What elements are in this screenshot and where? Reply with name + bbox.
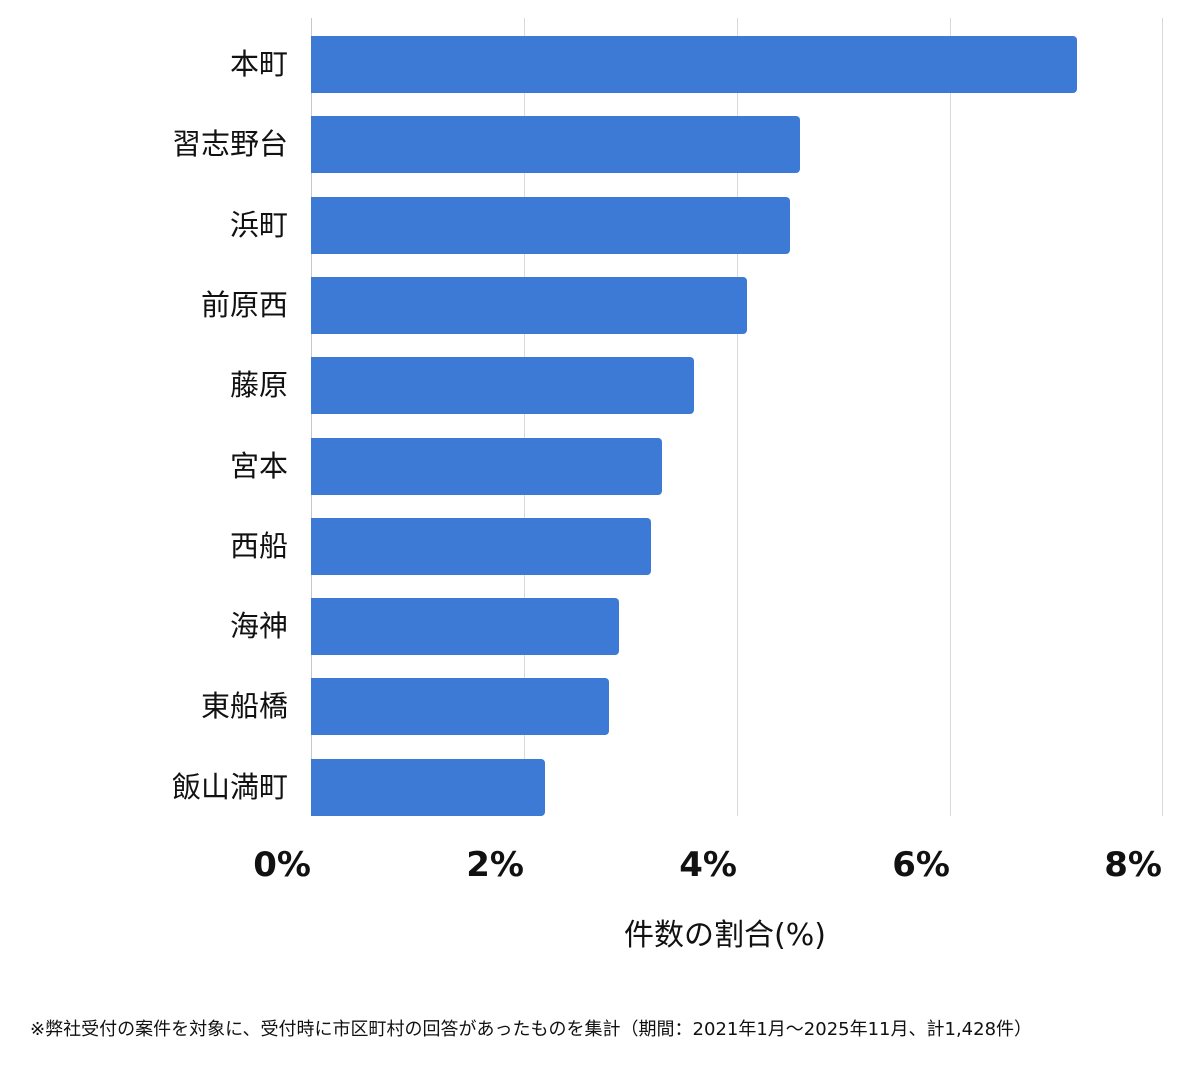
bar — [311, 196, 790, 254]
category-label: 習志野台 — [171, 127, 288, 162]
bar-row: 東船橋 — [0, 678, 1200, 736]
bar — [311, 758, 546, 816]
bar-row: 宮本 — [0, 437, 1200, 495]
footnote: ※弊社受付の案件を対象に、受付時に市区町村の回答があったものを集計（期間：202… — [30, 1019, 1033, 1040]
category-label: 藤原 — [229, 368, 288, 403]
x-tick-2: 2% — [466, 845, 524, 885]
x-tick-6: 6% — [892, 845, 950, 885]
gridline-8pct — [1162, 18, 1163, 816]
category-label: 本町 — [229, 47, 288, 81]
category-label: 東船橋 — [200, 689, 288, 724]
category-label: 浜町 — [229, 207, 288, 242]
bar-row: 西船 — [0, 517, 1200, 575]
bar-row: 本町 — [0, 36, 1200, 93]
bar — [311, 357, 694, 415]
x-tick-4: 4% — [679, 845, 737, 885]
gridline-2pct — [524, 18, 525, 816]
category-label: 海神 — [229, 609, 288, 644]
bar-row: 習志野台 — [0, 116, 1200, 174]
bar — [311, 517, 652, 575]
bar-row: 海神 — [0, 598, 1200, 656]
x-axis-title: 件数の割合(%) — [624, 918, 826, 953]
bar — [311, 116, 801, 174]
bar-row: 浜町 — [0, 196, 1200, 254]
bar — [311, 36, 1077, 93]
gridline-6pct — [950, 18, 951, 816]
bar — [311, 678, 609, 736]
bar — [311, 437, 663, 495]
bar-row: 飯山満町 — [0, 758, 1200, 816]
bar-row: 藤原 — [0, 357, 1200, 415]
bar — [311, 598, 620, 656]
x-tick-8: 8% — [1104, 845, 1162, 885]
gridline-4pct — [737, 18, 738, 816]
bar-row: 前原西 — [0, 276, 1200, 334]
category-label: 前原西 — [200, 287, 288, 322]
category-label: 飯山満町 — [171, 769, 288, 804]
x-tick-0: 0% — [253, 845, 311, 885]
category-label: 西船 — [229, 528, 288, 563]
bar — [311, 276, 748, 334]
y-axis-line — [311, 18, 312, 816]
category-label: 宮本 — [229, 448, 288, 483]
